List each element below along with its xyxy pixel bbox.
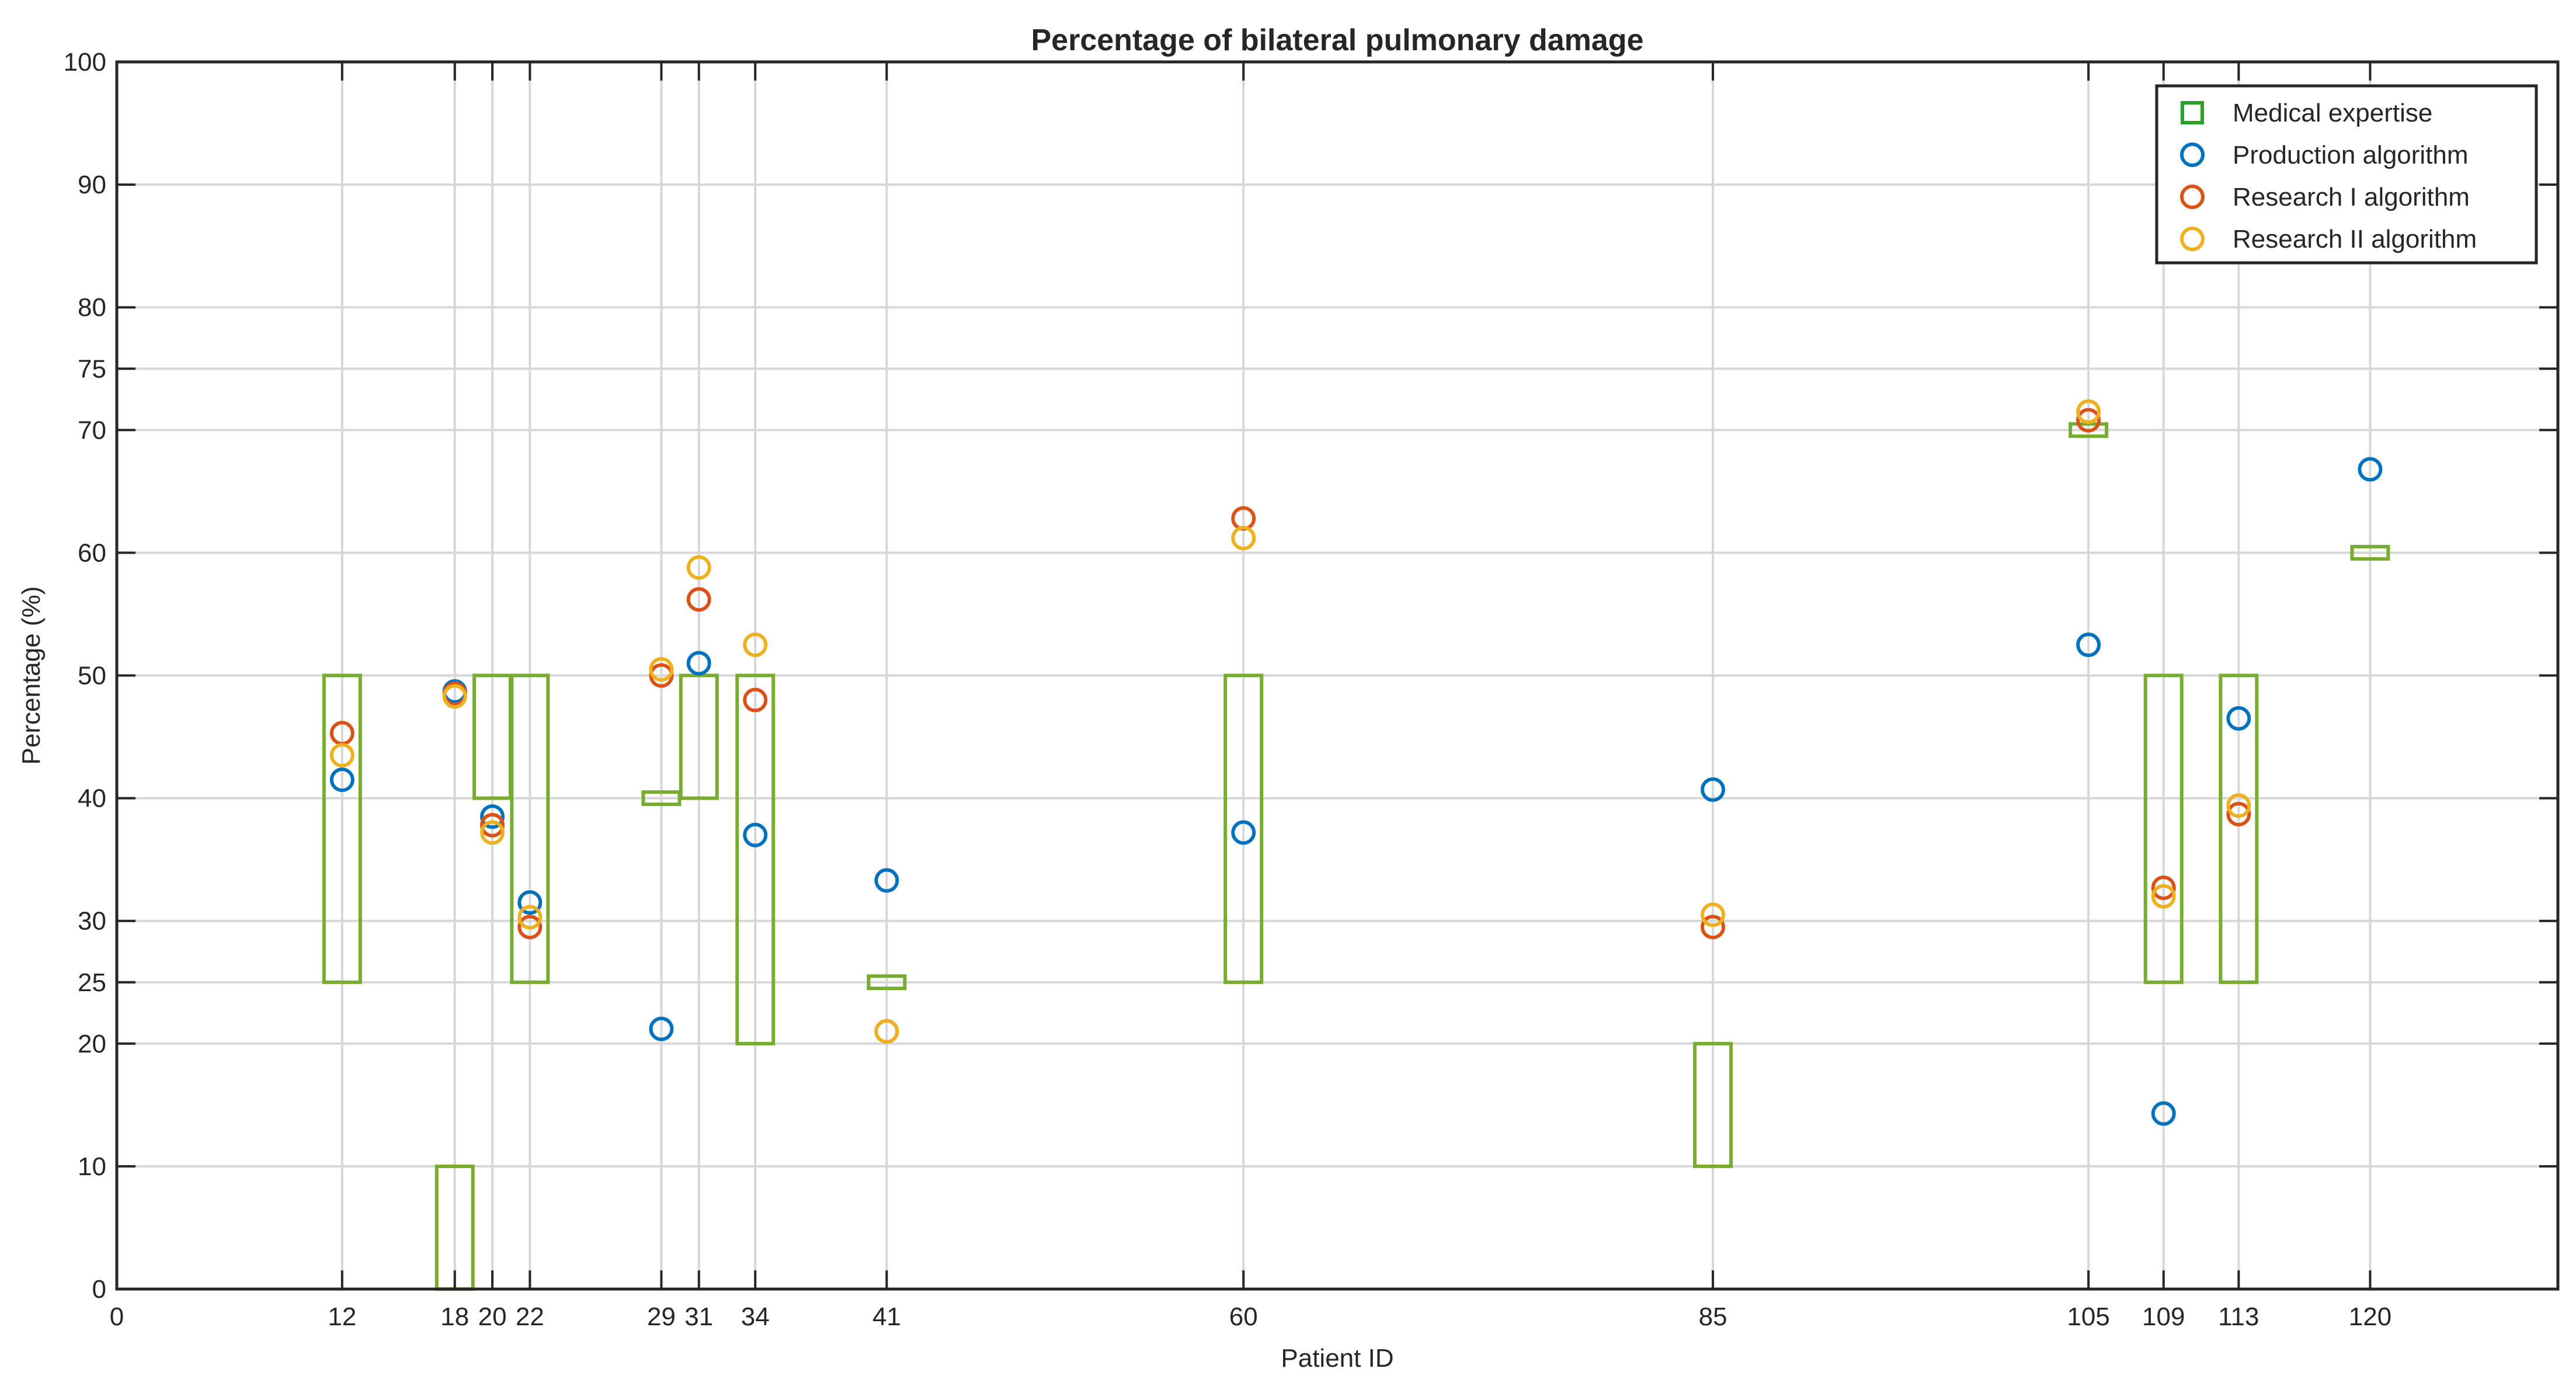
- production-algorithm-point: [2076, 632, 2101, 657]
- y-tick-label: 30: [78, 907, 106, 936]
- research-ii-algorithm-point: [442, 684, 467, 709]
- y-tick-label: 50: [78, 662, 106, 690]
- research-i-algorithm-point: [517, 915, 543, 940]
- research-ii-algorithm-point: [480, 820, 505, 845]
- medical-expertise-range: [735, 673, 776, 1045]
- legend-research-ii-algorithm-marker: [2180, 227, 2205, 251]
- production-algorithm-point: [1701, 777, 1726, 802]
- x-tick-label: 120: [2349, 1302, 2391, 1331]
- legend-medical-expertise-marker: [2181, 101, 2204, 124]
- medical-expertise-range: [1223, 673, 1264, 984]
- legend-research-i-algorithm-marker: [2180, 185, 2205, 209]
- x-tick-label: 85: [1699, 1302, 1727, 1331]
- legend-research-i-algorithm-label: Research I algorithm: [2233, 183, 2470, 211]
- x-tick-label: 20: [478, 1302, 507, 1331]
- y-tick-label: 25: [78, 968, 106, 997]
- research-i-algorithm-point: [2076, 408, 2101, 433]
- medical-expertise-range: [322, 673, 362, 984]
- x-tick-label: 18: [440, 1302, 469, 1331]
- y-tick-label: 90: [78, 171, 106, 199]
- medical-expertise-range: [2219, 673, 2259, 984]
- research-ii-algorithm-point: [1701, 902, 1726, 928]
- production-algorithm-point: [743, 822, 768, 847]
- production-algorithm-point: [2226, 706, 2251, 731]
- production-algorithm-point: [686, 651, 711, 676]
- research-ii-algorithm-point: [2151, 884, 2176, 909]
- y-axis-label: Percentage (%): [17, 586, 46, 765]
- x-tick-label: 41: [872, 1302, 901, 1331]
- production-algorithm-point: [517, 890, 543, 915]
- y-tick-label: 80: [78, 293, 106, 322]
- x-tick-label: 34: [741, 1302, 770, 1331]
- medical-expertise-range: [1693, 1041, 1733, 1168]
- medical-expertise-range: [2143, 673, 2184, 984]
- production-algorithm-point: [649, 1016, 674, 1041]
- production-algorithm-point: [329, 767, 354, 793]
- research-i-algorithm-point: [480, 812, 505, 838]
- research-i-algorithm-point: [743, 687, 768, 713]
- x-tick-label: 105: [2067, 1302, 2109, 1331]
- x-tick-label: 29: [647, 1302, 676, 1331]
- x-tick-label: 113: [2218, 1302, 2259, 1331]
- y-tick-label: 40: [78, 784, 106, 813]
- research-ii-algorithm-point: [329, 743, 354, 768]
- y-tick-label: 60: [78, 539, 106, 567]
- research-i-algorithm-point: [686, 587, 711, 612]
- production-algorithm-point: [874, 868, 899, 893]
- research-ii-algorithm-point: [874, 1019, 899, 1044]
- x-tick-label: 109: [2142, 1302, 2185, 1331]
- legend-production-algorithm-marker: [2180, 143, 2205, 167]
- research-ii-algorithm-point: [1231, 526, 1256, 551]
- y-tick-label: 0: [92, 1275, 106, 1304]
- y-tick-label: 100: [64, 48, 106, 77]
- medical-expertise-range: [679, 673, 719, 800]
- legend-research-ii-algorithm-label: Research II algorithm: [2233, 225, 2477, 253]
- production-algorithm-point: [2358, 457, 2383, 482]
- y-tick-label: 70: [78, 416, 106, 444]
- production-algorithm-point: [2151, 1101, 2176, 1126]
- chart-title: Percentage of bilateral pulmonary damage: [1031, 23, 1644, 57]
- medical-expertise-range: [2350, 544, 2390, 561]
- production-algorithm-point: [480, 804, 505, 829]
- x-axis-label: Patient ID: [1281, 1344, 1393, 1373]
- legend-medical-expertise-label: Medical expertise: [2233, 99, 2432, 127]
- research-ii-algorithm-point: [2076, 399, 2101, 424]
- research-ii-algorithm-point: [743, 632, 768, 657]
- research-ii-algorithm-point: [649, 656, 674, 682]
- ticks-layer: 0 10 20 25 30 40 50 60 70 75 80 90 100 0 12 18 20 22 29 31 3…: [64, 48, 2558, 1331]
- research-ii-algorithm-point: [686, 555, 711, 580]
- y-tick-label: 10: [78, 1152, 106, 1181]
- legend-box: [2155, 84, 2538, 265]
- y-tick-label: 20: [78, 1030, 106, 1058]
- x-tick-label: 31: [684, 1302, 713, 1331]
- medical-expertise-range: [2069, 422, 2109, 438]
- x-tick-label: 60: [1229, 1302, 1258, 1331]
- production-algorithm-point: [1231, 820, 1256, 845]
- research-i-algorithm-point: [1701, 915, 1726, 940]
- y-tick-label: 75: [78, 355, 106, 383]
- legend-production-algorithm-label: Production algorithm: [2233, 141, 2469, 169]
- medical-expertise-range: [867, 974, 907, 991]
- medical-expertise-range: [510, 673, 550, 984]
- x-tick-label: 22: [516, 1302, 544, 1331]
- x-tick-label: 12: [328, 1302, 356, 1331]
- research-ii-algorithm-point: [2226, 793, 2251, 818]
- research-i-algorithm-point: [2151, 875, 2176, 900]
- research-ii-algorithm-point: [517, 905, 543, 930]
- x-tick-label: 0: [110, 1302, 124, 1331]
- legend: Medical expertise Production algorithm Res…: [2155, 84, 2538, 265]
- research-i-algorithm-point: [2226, 801, 2251, 826]
